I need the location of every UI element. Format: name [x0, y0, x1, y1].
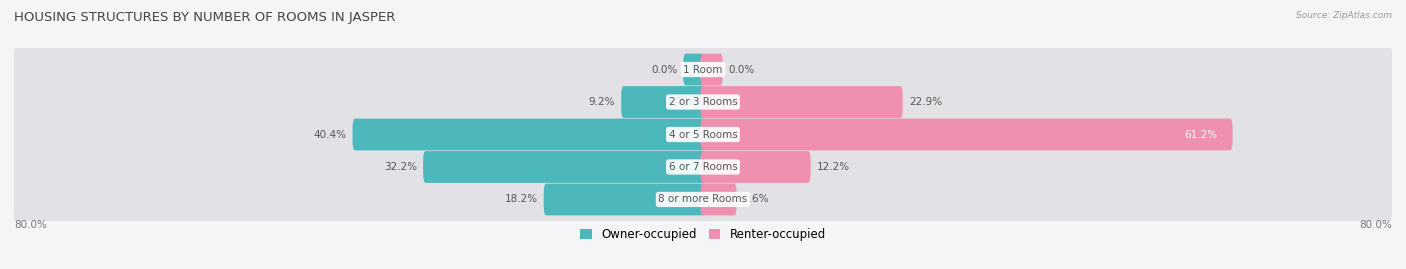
Text: 9.2%: 9.2% [589, 97, 616, 107]
FancyBboxPatch shape [544, 183, 706, 215]
FancyBboxPatch shape [14, 139, 1392, 195]
FancyBboxPatch shape [700, 119, 1233, 150]
FancyBboxPatch shape [14, 171, 1392, 228]
Text: Source: ZipAtlas.com: Source: ZipAtlas.com [1296, 11, 1392, 20]
Text: 40.4%: 40.4% [314, 129, 346, 140]
Text: 32.2%: 32.2% [384, 162, 418, 172]
Text: 8 or more Rooms: 8 or more Rooms [658, 194, 748, 204]
Text: 80.0%: 80.0% [1360, 220, 1392, 230]
Text: 2 or 3 Rooms: 2 or 3 Rooms [669, 97, 737, 107]
Text: 0.0%: 0.0% [651, 65, 678, 75]
Text: 4 or 5 Rooms: 4 or 5 Rooms [669, 129, 737, 140]
FancyBboxPatch shape [14, 106, 1392, 163]
Text: 22.9%: 22.9% [908, 97, 942, 107]
FancyBboxPatch shape [683, 54, 706, 86]
FancyBboxPatch shape [14, 74, 1392, 130]
Text: 61.2%: 61.2% [1184, 129, 1218, 140]
Text: 0.0%: 0.0% [728, 65, 755, 75]
Text: 1 Room: 1 Room [683, 65, 723, 75]
Text: 18.2%: 18.2% [505, 194, 537, 204]
FancyBboxPatch shape [700, 151, 811, 183]
FancyBboxPatch shape [14, 41, 1392, 98]
FancyBboxPatch shape [700, 86, 903, 118]
Text: 80.0%: 80.0% [14, 220, 46, 230]
Text: 6 or 7 Rooms: 6 or 7 Rooms [669, 162, 737, 172]
FancyBboxPatch shape [700, 183, 737, 215]
FancyBboxPatch shape [353, 119, 706, 150]
FancyBboxPatch shape [423, 151, 706, 183]
FancyBboxPatch shape [621, 86, 706, 118]
Text: 12.2%: 12.2% [817, 162, 849, 172]
Text: 3.6%: 3.6% [742, 194, 769, 204]
Text: HOUSING STRUCTURES BY NUMBER OF ROOMS IN JASPER: HOUSING STRUCTURES BY NUMBER OF ROOMS IN… [14, 11, 395, 24]
Legend: Owner-occupied, Renter-occupied: Owner-occupied, Renter-occupied [575, 223, 831, 246]
FancyBboxPatch shape [700, 54, 723, 86]
